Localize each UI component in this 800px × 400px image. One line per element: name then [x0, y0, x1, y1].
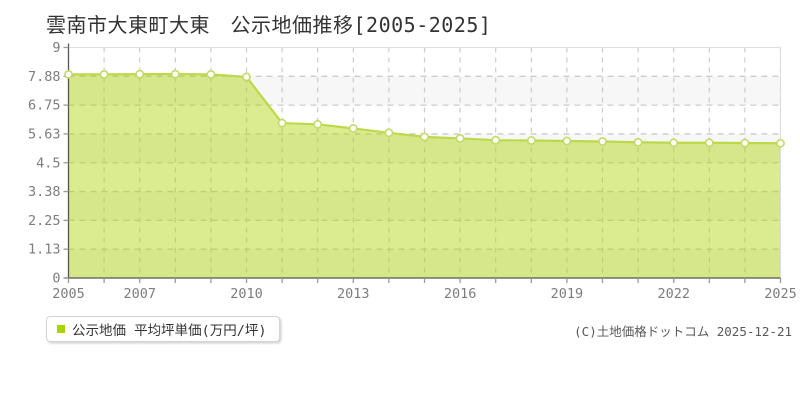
x-tick-label: 2019 [551, 286, 584, 302]
data-point-marker[interactable] [704, 138, 714, 148]
data-point-marker[interactable] [206, 69, 216, 79]
data-point-marker[interactable] [491, 135, 501, 145]
y-tick-label: 5.63 [28, 126, 61, 142]
data-point-marker[interactable] [669, 138, 679, 148]
x-tick-label: 2007 [123, 286, 156, 302]
y-tick-label: 3.38 [28, 184, 61, 200]
data-point-marker[interactable] [420, 132, 429, 142]
legend-swatch-icon [57, 325, 65, 333]
data-point-marker[interactable] [313, 119, 323, 129]
x-tick-label: 2010 [230, 286, 263, 302]
data-point-marker[interactable] [598, 137, 607, 146]
x-tick-label: 2005 [52, 286, 85, 302]
plot-band [68, 191, 781, 221]
copyright-text: (C)土地価格ドットコム 2025-12-21 [574, 324, 792, 339]
x-tick-label: 2022 [657, 286, 690, 302]
data-point-marker[interactable] [740, 138, 750, 148]
plot-band [68, 249, 781, 278]
data-point-marker[interactable] [348, 124, 358, 133]
y-tick-label: 7.88 [28, 69, 61, 85]
data-point-marker[interactable] [135, 69, 145, 79]
data-point-marker[interactable] [170, 69, 180, 79]
legend: 公示地価 平均坪単価(万円/坪) [46, 316, 280, 342]
x-tick-label: 2016 [444, 286, 477, 302]
data-point-marker[interactable] [776, 138, 785, 148]
y-tick-label: 0 [52, 271, 60, 287]
data-point-marker[interactable] [633, 137, 643, 147]
data-point-marker[interactable] [384, 128, 394, 138]
data-point-marker[interactable] [64, 69, 73, 79]
price-trend-chart: 0 1.13 2.25 3.38 4.5 5.63 6.75 7.88 9 2005 2007 201… [28, 40, 797, 302]
x-tick-label: 2025 [764, 286, 797, 302]
data-point-marker[interactable] [277, 118, 287, 128]
y-tick-label: 6.75 [28, 98, 61, 114]
legend-label: 公示地価 平均坪単価(万円/坪) [72, 323, 267, 339]
data-point-marker[interactable] [526, 136, 536, 145]
data-point-marker[interactable] [242, 72, 251, 82]
y-tick-label: 2.25 [28, 213, 61, 229]
area-fill [68, 74, 781, 278]
y-tick-label: 9 [52, 40, 60, 56]
data-point-marker[interactable] [562, 136, 572, 146]
y-tick-label: 4.5 [36, 155, 60, 171]
x-tick-label: 2013 [337, 286, 370, 302]
data-point-marker[interactable] [455, 134, 465, 143]
data-point-marker[interactable] [99, 69, 109, 79]
chart-title: 雲南市大東町大東 公示地価推移[2005-2025] [46, 13, 492, 37]
y-tick-label: 1.13 [28, 242, 61, 258]
